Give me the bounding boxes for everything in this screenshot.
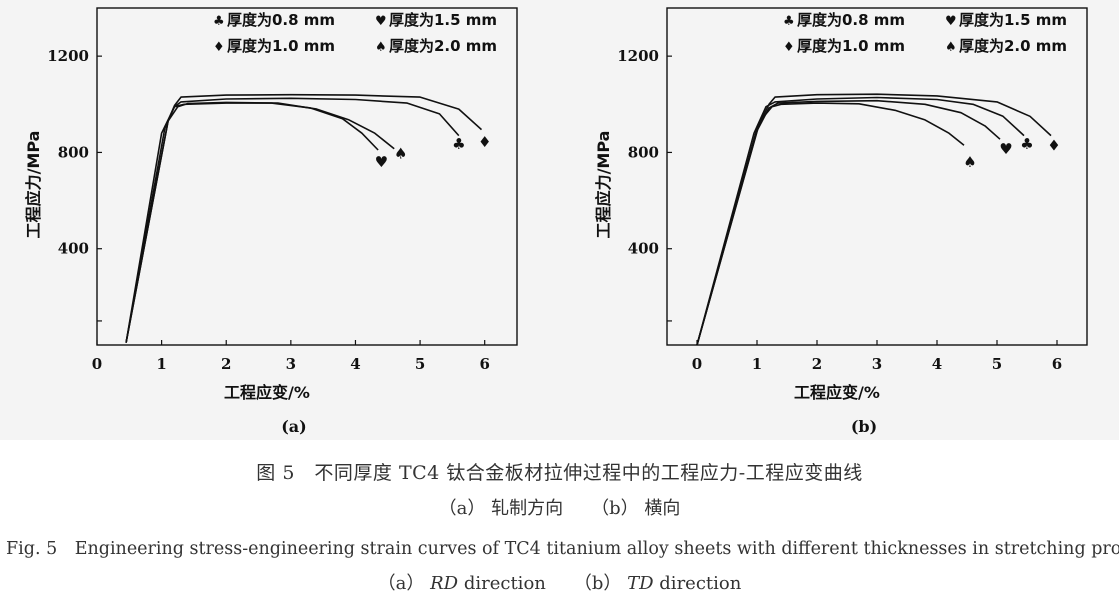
- panel-b-x-tick-label: 4: [932, 355, 942, 373]
- panel-b-legend-label-4: 厚度为2.0 mm: [959, 37, 1067, 55]
- panel-b-y-tick-label: 800: [628, 143, 659, 161]
- panel-a-series-marker-2: ♥: [375, 153, 388, 171]
- panel-b-x-tick-label: 0: [692, 355, 702, 373]
- panel-b-series-marker-2: ♥: [999, 140, 1012, 158]
- panel-b-series-marker-4: ♠: [963, 153, 976, 171]
- caption-english-sub-a-suffix: direction: [458, 573, 546, 594]
- panel-b-legend-symbol-4: ♠: [945, 40, 957, 55]
- caption-chinese-sub-a: （a） 轧制方向: [438, 498, 564, 519]
- panel-a-x-tick-label: 3: [286, 355, 296, 373]
- panel-b-series-line-2: [696, 99, 1001, 346]
- caption-english-sub-a-prefix: （a）: [377, 573, 431, 594]
- panel-a-series-line-1: [125, 97, 460, 343]
- panel-b-x-tick-label: 5: [992, 355, 1002, 373]
- panel-a-panel-label: (a): [281, 417, 307, 436]
- caption-english: Fig. 5 Engineering stress-engineering st…: [6, 539, 1119, 559]
- panel-b-plot-frame: [666, 7, 1088, 346]
- panel-b-panel-label: (b): [851, 417, 877, 436]
- caption-english-sub-b-suffix: direction: [653, 573, 742, 594]
- panel-a-series-marker-4: ♠: [394, 144, 407, 162]
- panel-b-x-tick-label: 6: [1052, 355, 1062, 373]
- panel-b-legend-symbol-3: ♦: [783, 40, 795, 55]
- panel-b-series-marker-1: ♣: [1020, 135, 1033, 153]
- panel-a-legend-symbol-3: ♦: [213, 40, 225, 55]
- panel-a-series-line-3: [125, 93, 483, 343]
- panel-b-legend-symbol-1: ♣: [783, 14, 795, 29]
- panel-b-x-tick-label: 2: [812, 355, 822, 373]
- caption-english-sub-b-prefix: （b）: [573, 573, 628, 594]
- panel-a-legend-label-2: 厚度为1.5 mm: [389, 11, 497, 29]
- panel-a-series-line-4: [125, 101, 395, 343]
- panel-b-legend-label-2: 厚度为1.5 mm: [959, 11, 1067, 29]
- panel-b-x-axis-label: 工程应变/%: [794, 383, 880, 402]
- panel-a-series-marker-1: ♣: [452, 135, 465, 153]
- caption-chinese: 图 5 不同厚度 TC4 钛合金板材拉伸过程中的工程应力-工程应变曲线: [256, 462, 863, 484]
- caption-english-sub-a-italic: RD: [430, 573, 459, 594]
- panel-a-legend-symbol-1: ♣: [213, 14, 225, 29]
- panel-a-y-axis-label: 工程应力/MPa: [24, 131, 43, 239]
- panel-b-y-axis-label: 工程应力/MPa: [594, 131, 613, 239]
- panel-a-legend-symbol-2: ♥: [375, 14, 387, 29]
- panel-a-x-tick-label: 5: [415, 355, 425, 373]
- panel-a-series-marker-3: ♦: [478, 133, 491, 151]
- panel-b-legend-label-1: 厚度为0.8 mm: [797, 11, 905, 29]
- caption-chinese-subpanels: （a） 轧制方向 （b） 横向: [0, 494, 1119, 520]
- panel-a-y-tick-label: 400: [58, 240, 89, 258]
- panel-a-y-tick-label: 800: [58, 143, 89, 161]
- panel-a-legend-label-1: 厚度为0.8 mm: [227, 11, 335, 29]
- panel-a-y-tick-label: 1200: [47, 47, 89, 65]
- panel-b-series-marker-3: ♦: [1047, 137, 1060, 155]
- panel-a-legend-label-4: 厚度为2.0 mm: [389, 37, 497, 55]
- panel-a-x-tick-label: 1: [156, 355, 166, 373]
- panel-b-y-tick-label: 400: [628, 240, 659, 258]
- panel-b-x-tick-label: 1: [752, 355, 762, 373]
- panel-b-y-tick-label: 1200: [617, 47, 659, 65]
- caption-english-subpanels: （a） RD direction （b） TD direction: [0, 569, 1119, 595]
- panel-b-legend-label-3: 厚度为1.0 mm: [797, 37, 905, 55]
- panel-a-legend-label-3: 厚度为1.0 mm: [227, 37, 335, 55]
- panel-a-x-tick-label: 0: [92, 355, 102, 373]
- caption-english-sub-b-italic: TD: [627, 573, 654, 594]
- panel-a-legend-symbol-4: ♠: [375, 40, 387, 55]
- panel-b-legend-symbol-2: ♥: [945, 14, 957, 29]
- panel-b-series-line-4: [696, 102, 965, 346]
- panel-b-series-line-1: [696, 96, 1025, 346]
- panel-a-x-tick-label: 2: [221, 355, 231, 373]
- caption-chinese-sub-b: （b） 横向: [591, 498, 681, 519]
- panel-a-x-tick-label: 4: [350, 355, 360, 373]
- figure-area: [0, 0, 1119, 440]
- panel-a-x-axis-label: 工程应变/%: [224, 383, 310, 402]
- panel-b-x-tick-label: 3: [872, 355, 882, 373]
- panel-b-series-line-3: [696, 93, 1052, 346]
- panel-a-plot-frame: [96, 7, 518, 346]
- panel-a-x-tick-label: 6: [479, 355, 489, 373]
